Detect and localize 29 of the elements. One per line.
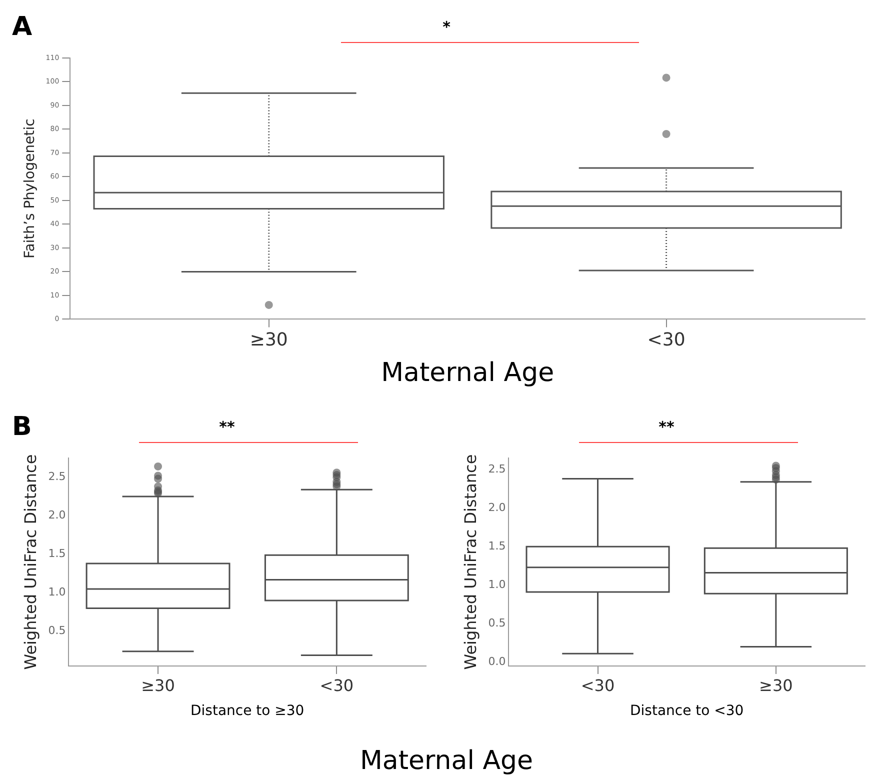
text: ** <box>658 418 676 436</box>
x-axis-title: Distance to ≥30 <box>190 703 304 720</box>
y-tick-label: 1.0 <box>48 586 66 599</box>
y-tick-label: 1.0 <box>488 578 506 591</box>
y-tick-label: 0.5 <box>48 624 66 638</box>
x-tick-label: <30 <box>320 676 354 695</box>
y-axis-title: Weighted UniFrac Distance <box>460 454 480 670</box>
x-axis-title: Maternal Age <box>381 358 554 388</box>
y-tick-label: 2.0 <box>488 500 506 514</box>
text: * <box>442 18 452 36</box>
x-axis-title: Distance to <30 <box>630 703 744 720</box>
y-tick-label: 2.5 <box>48 470 66 484</box>
y-tick-label: 0.0 <box>488 655 506 668</box>
text: Maternal Age <box>359 746 534 776</box>
y-tick-label: 1.5 <box>48 547 66 560</box>
y-tick-label: 1.5 <box>488 539 506 552</box>
y-tick-label: 2.5 <box>488 462 506 476</box>
y-tick-label: 0.5 <box>488 616 506 630</box>
chart-title: B <box>12 412 32 442</box>
y-tick-label: 2.0 <box>48 508 66 522</box>
x-tick-label: ≥30 <box>141 676 175 695</box>
x-tick-label: ≥30 <box>250 330 288 351</box>
chart-title: A <box>12 12 32 42</box>
y-axis-title: Weighted UniFrac Distance <box>20 454 40 670</box>
text: ** <box>218 418 236 436</box>
y-axis-title: Faith’s Phylogenetic <box>22 118 38 259</box>
x-tick-label: <30 <box>580 676 615 695</box>
x-tick-label: <30 <box>647 330 686 351</box>
x-tick-label: ≥30 <box>759 676 793 695</box>
